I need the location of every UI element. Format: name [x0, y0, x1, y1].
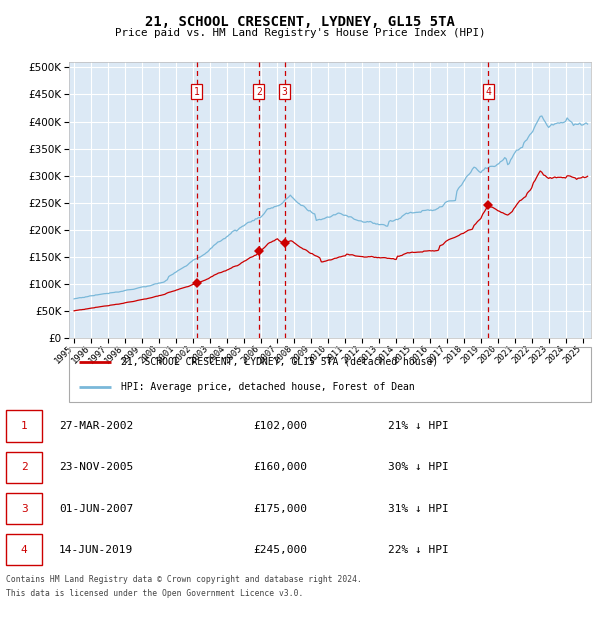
Text: This data is licensed under the Open Government Licence v3.0.: This data is licensed under the Open Gov…: [6, 589, 304, 598]
FancyBboxPatch shape: [6, 534, 43, 565]
Text: 30% ↓ HPI: 30% ↓ HPI: [388, 463, 449, 472]
Text: £175,000: £175,000: [253, 503, 307, 513]
Text: £102,000: £102,000: [253, 421, 307, 431]
Text: 4: 4: [21, 545, 28, 555]
Text: £245,000: £245,000: [253, 545, 307, 555]
Text: HPI: Average price, detached house, Forest of Dean: HPI: Average price, detached house, Fore…: [121, 382, 415, 392]
FancyBboxPatch shape: [6, 493, 43, 525]
Text: 21% ↓ HPI: 21% ↓ HPI: [388, 421, 449, 431]
Text: 31% ↓ HPI: 31% ↓ HPI: [388, 503, 449, 513]
Text: 2: 2: [21, 463, 28, 472]
Text: 3: 3: [281, 87, 287, 97]
Text: 14-JUN-2019: 14-JUN-2019: [59, 545, 133, 555]
Text: 21, SCHOOL CRESCENT, LYDNEY, GL15 5TA: 21, SCHOOL CRESCENT, LYDNEY, GL15 5TA: [145, 16, 455, 30]
Text: 22% ↓ HPI: 22% ↓ HPI: [388, 545, 449, 555]
Text: 21, SCHOOL CRESCENT, LYDNEY, GL15 5TA (detached house): 21, SCHOOL CRESCENT, LYDNEY, GL15 5TA (d…: [121, 357, 439, 367]
Text: 1: 1: [21, 421, 28, 431]
Text: 4: 4: [485, 87, 491, 97]
Text: 23-NOV-2005: 23-NOV-2005: [59, 463, 133, 472]
FancyBboxPatch shape: [6, 410, 43, 442]
Text: 01-JUN-2007: 01-JUN-2007: [59, 503, 133, 513]
Text: £160,000: £160,000: [253, 463, 307, 472]
Text: Contains HM Land Registry data © Crown copyright and database right 2024.: Contains HM Land Registry data © Crown c…: [6, 575, 362, 585]
Text: 27-MAR-2002: 27-MAR-2002: [59, 421, 133, 431]
FancyBboxPatch shape: [6, 451, 43, 483]
Text: Price paid vs. HM Land Registry's House Price Index (HPI): Price paid vs. HM Land Registry's House …: [115, 28, 485, 38]
Text: 3: 3: [21, 503, 28, 513]
Text: 1: 1: [194, 87, 200, 97]
Text: 2: 2: [256, 87, 262, 97]
